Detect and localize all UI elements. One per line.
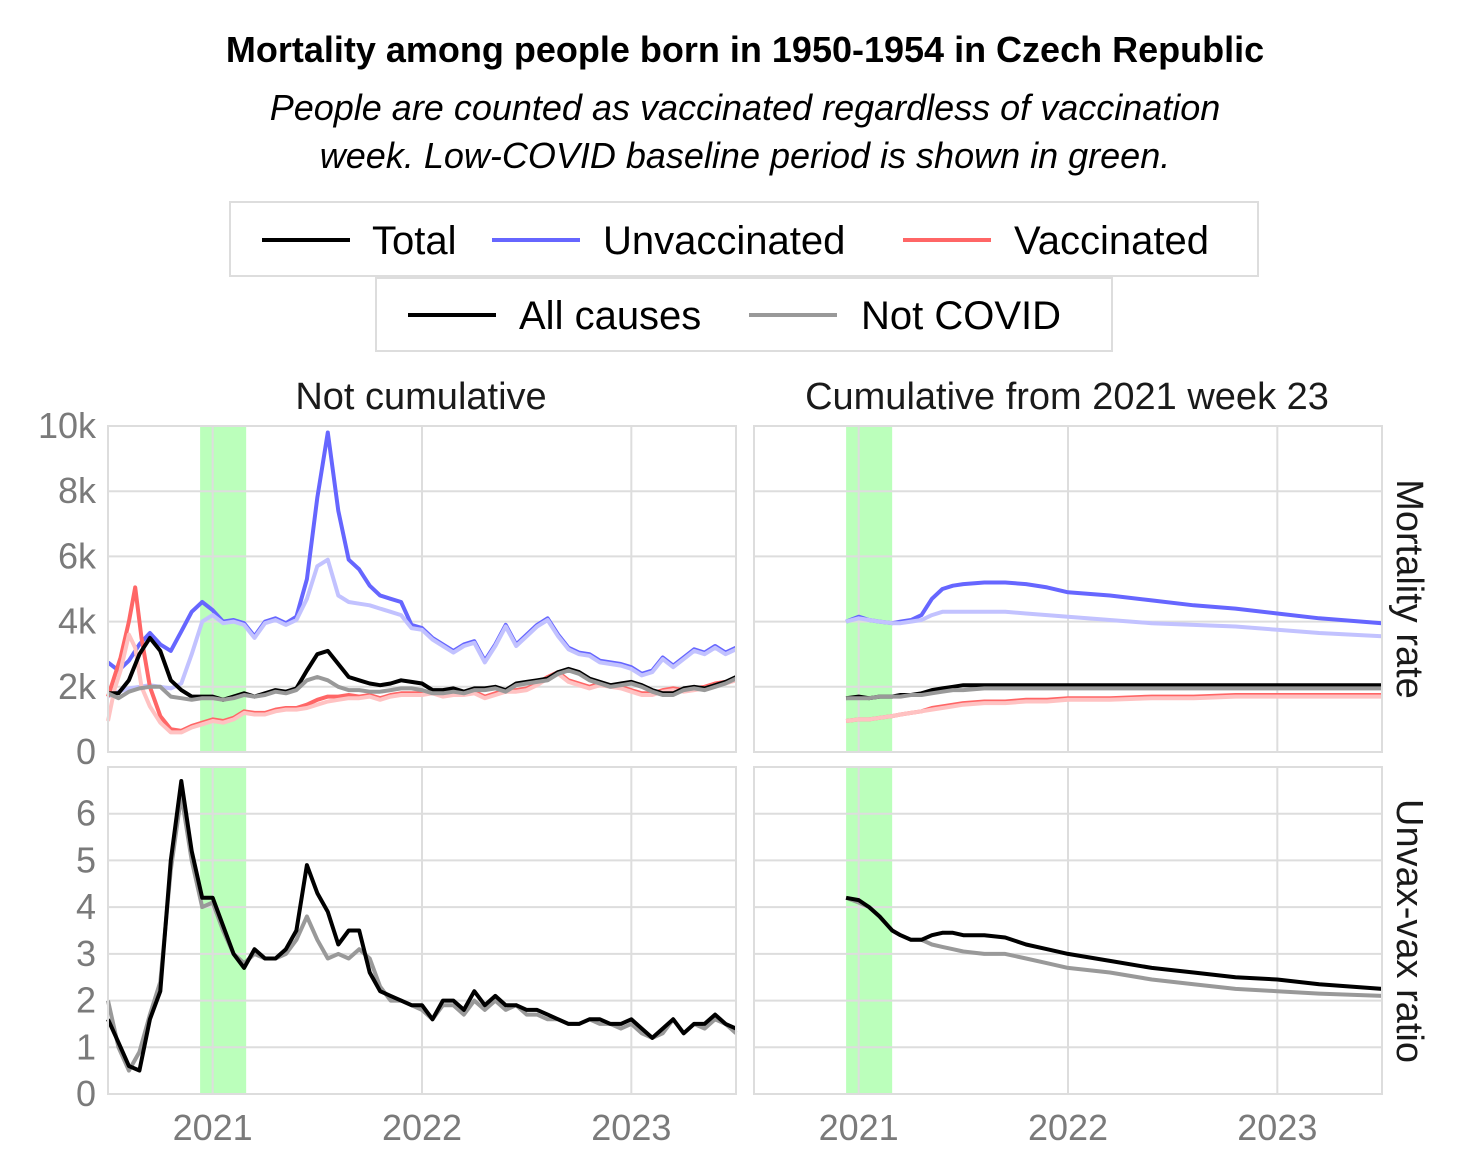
series-line-total-all-causes (106, 779, 737, 1073)
panel-mortality-rate-cumulative-from-2021-week-23 (753, 425, 1383, 753)
series-line-total-not-covid (846, 686, 1382, 701)
x-tick-label: 2023 (1237, 1107, 1317, 1148)
legend-groups-frame (229, 201, 1259, 277)
series-line-vaccinated-not-covid (845, 694, 1382, 723)
x-tick-label: 2021 (173, 1107, 253, 1148)
y-tick-label: 4k (58, 601, 97, 642)
baseline-period-band (846, 767, 893, 1094)
y-tick-label: 0 (76, 1073, 96, 1114)
y-tick-label: 1 (76, 1026, 96, 1067)
baseline-period-band (200, 426, 247, 752)
chart-subtitle-line-1: People are counted as vaccinated regardl… (270, 87, 1221, 128)
y-tick-label: 10k (38, 405, 97, 446)
y-tick-label: 8k (58, 470, 97, 511)
y-tick-label: 6 (76, 793, 96, 834)
series-line-unvaccinated-not-covid (107, 557, 737, 699)
strip-mortality-rate: Mortality rate (1388, 479, 1430, 699)
panel-border (753, 425, 1383, 753)
legend-vaccinated-label: Vaccinated (1014, 219, 1209, 263)
legend-groups: Total Unvaccinated Vaccinated (229, 201, 1259, 277)
legend-unvaccinated-label: Unvaccinated (603, 219, 845, 263)
series-line-total-all-causes (845, 895, 1383, 991)
strip-unvax-vax-ratio: Unvax-vax ratio (1388, 799, 1430, 1063)
panel-border (753, 766, 1383, 1095)
y-tick-label: 2 (76, 980, 96, 1021)
panel-border (107, 425, 737, 753)
legend-all-causes-label: All causes (519, 294, 701, 338)
x-tick-label: 2022 (1028, 1107, 1108, 1148)
panel-unvax-vax-ratio-cumulative-from-2021-week-23 (753, 766, 1383, 1095)
y-tick-label: 4 (76, 886, 96, 927)
strip-not-cumulative: Not cumulative (295, 376, 546, 418)
y-tick-label: 5 (76, 839, 96, 880)
x-tick-label: 2021 (819, 1107, 899, 1148)
chart-title: Mortality among people born in 1950-1954… (226, 29, 1264, 70)
chart-subtitle-line-2: week. Low-COVID baseline period is shown… (320, 135, 1170, 176)
strip-cumulative: Cumulative from 2021 week 23 (805, 376, 1329, 418)
panel-unvax-vax-ratio-not-cumulative (106, 766, 738, 1095)
x-tick-label: 2022 (382, 1107, 462, 1148)
panel-border (107, 766, 737, 1095)
legend-causes-frame (375, 277, 1113, 352)
legend-causes: All causes Not COVID (375, 277, 1113, 352)
panels: 0 2k 4k 6k 8k 10k 0 1 2 3 4 5 6 2021 2022 2023 2021 2022 2… (38, 405, 1383, 1148)
y-tick-label: 6k (58, 535, 97, 576)
panel-mortality-rate-not-cumulative (106, 425, 737, 753)
y-tick-label: 0 (76, 731, 96, 772)
y-tick-label: 3 (76, 933, 96, 974)
y-tick-label: 2k (58, 666, 97, 707)
series-line-vaccinated-not-covid (106, 632, 737, 735)
legend-total-label: Total (372, 219, 457, 263)
series-line-total-not-covid (107, 668, 737, 702)
x-tick-label: 2023 (591, 1107, 671, 1148)
baseline-period-band (846, 426, 893, 752)
series-line-unvaccinated-not-covid (845, 609, 1383, 639)
legend-not-covid-label: Not COVID (861, 294, 1061, 338)
